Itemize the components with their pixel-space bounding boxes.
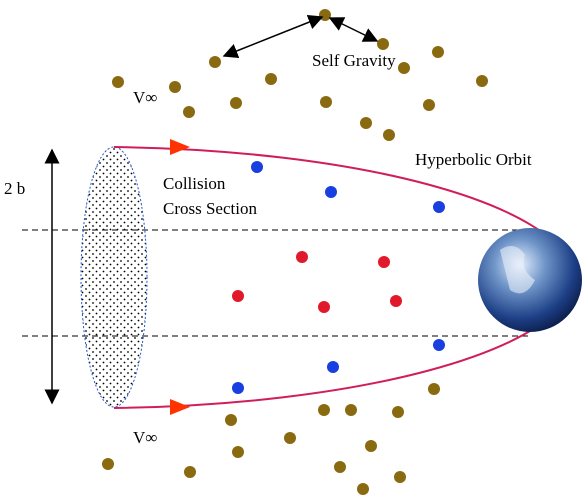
label: V∞: [133, 88, 157, 107]
label: Self Gravity: [312, 51, 396, 70]
label: Hyperbolic Orbit: [415, 150, 532, 169]
red-dots: [232, 251, 402, 313]
gravity-arrow: [330, 18, 377, 41]
label: Cross Section: [163, 199, 257, 218]
orbit-arrow: [170, 139, 190, 155]
blue-dots: [232, 161, 445, 394]
cross-section: [81, 147, 147, 407]
label: 2 b: [4, 179, 25, 198]
label: V∞: [133, 428, 157, 447]
gravity-arrow: [224, 17, 322, 56]
label: Collision: [163, 174, 226, 193]
orbit-arrow: [170, 399, 190, 415]
diagram: Self Gravity V∞ V∞ 2 b Collision Cross S…: [0, 0, 584, 502]
background-dots: [102, 9, 488, 495]
